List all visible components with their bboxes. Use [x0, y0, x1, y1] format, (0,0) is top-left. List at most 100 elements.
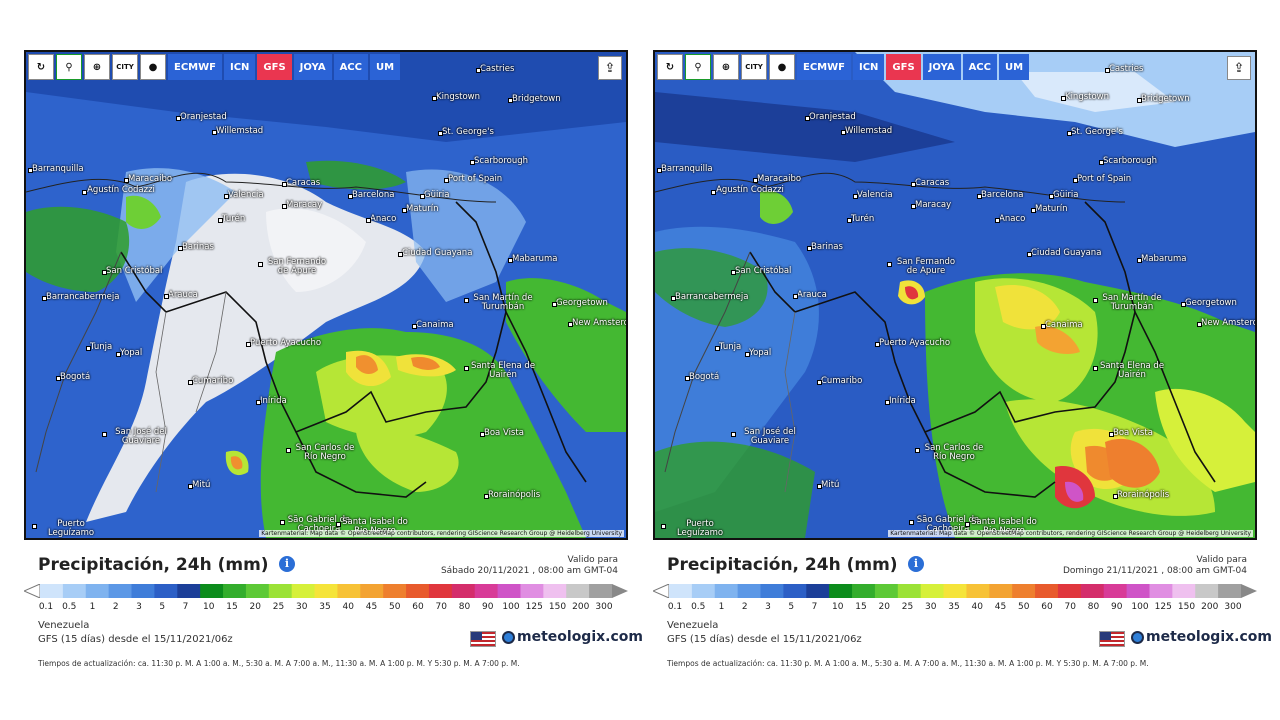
city-label[interactable]: Bridgetown [1137, 94, 1190, 104]
city-label[interactable]: Inírida [256, 396, 287, 406]
city-label[interactable]: Tunja [714, 342, 742, 352]
model-joya-button[interactable]: JOYA [922, 54, 961, 80]
city-label[interactable]: San Martín de Turumbán [464, 294, 538, 312]
brand-logo[interactable]: meteologix.com [502, 629, 643, 645]
brand-logo[interactable]: meteologix.com [1131, 629, 1272, 645]
city-label[interactable]: Port of Spain [1072, 174, 1132, 184]
city-label[interactable]: Güiria [1048, 190, 1079, 200]
share-icon[interactable]: ⇪ [1227, 56, 1251, 80]
city-label[interactable]: Barrancabermeja [41, 292, 120, 302]
info-icon[interactable]: i [908, 556, 924, 572]
zoom-icon[interactable]: ⊕ [84, 54, 110, 80]
city-label[interactable]: New Amsterdam [568, 318, 626, 328]
dot-icon[interactable]: ● [769, 54, 795, 80]
us-flag-icon[interactable] [1099, 631, 1125, 647]
city-label[interactable]: Barrancabermeja [670, 292, 749, 302]
city-label[interactable]: Puerto Leguízamo [32, 520, 106, 538]
city-label[interactable]: Boa Vista [1109, 428, 1153, 438]
refresh-icon[interactable]: ↻ [28, 54, 54, 80]
city-label[interactable]: Bogotá [55, 372, 91, 382]
share-icon[interactable]: ⇪ [598, 56, 622, 80]
city-label[interactable]: Ciudad Guayana [397, 248, 473, 258]
model-um-button[interactable]: UM [998, 54, 1030, 80]
city-label[interactable]: San Martín de Turumbán [1093, 294, 1167, 312]
city-label[interactable]: Maturín [402, 204, 439, 214]
city-label[interactable]: Anaco [994, 214, 1026, 224]
us-flag-icon[interactable] [470, 631, 496, 647]
city-label[interactable]: San Carlos de Río Negro [286, 444, 360, 462]
city-label[interactable]: Mabaruma [508, 254, 558, 264]
city-label[interactable]: Agustín Codazzi [711, 185, 784, 195]
city-label[interactable]: Yopal [115, 348, 143, 358]
city-label[interactable]: Turén [846, 214, 875, 224]
city-label[interactable]: San Cristóbal [101, 266, 163, 276]
location-pin-icon[interactable]: ⚲ [56, 54, 82, 80]
model-um-button[interactable]: UM [369, 54, 401, 80]
city-label[interactable]: San Fernando de Apure [258, 258, 332, 276]
city-label[interactable]: Kingstown [431, 92, 481, 102]
city-label[interactable]: Valencia [224, 190, 264, 200]
precipitation-map[interactable]: ↻ ⚲ ⊕ CITY ● ECMWF ICN GFS JOYA ACC UM ⇪… [24, 50, 628, 540]
city-label[interactable]: Castries [475, 64, 515, 74]
city-label[interactable]: Puerto Leguízamo [661, 520, 735, 538]
model-acc-button[interactable]: ACC [962, 54, 997, 80]
city-label[interactable]: São Gabriel da Cachoeira [909, 516, 983, 534]
city-label[interactable]: Agustín Codazzi [82, 185, 155, 195]
city-label[interactable]: Maracay [281, 200, 323, 210]
model-icn-button[interactable]: ICN [223, 54, 256, 80]
city-label[interactable]: Canaima [1041, 320, 1083, 330]
city-label[interactable]: Maracaibo [123, 174, 173, 184]
city-label[interactable]: Scarborough [1098, 156, 1158, 166]
location-pin-icon[interactable]: ⚲ [685, 54, 711, 80]
city-label[interactable]: Canaima [412, 320, 454, 330]
city-label[interactable]: San Fernando de Apure [887, 258, 961, 276]
model-gfs-button[interactable]: GFS [257, 54, 292, 80]
city-label[interactable]: Puerto Ayacucho [245, 338, 322, 348]
city-label[interactable]: Tunja [85, 342, 113, 352]
city-label[interactable]: Willemstad [840, 126, 893, 136]
city-label[interactable]: Bogotá [684, 372, 720, 382]
precipitation-map[interactable]: ↻ ⚲ ⊕ CITY ● ECMWF ICN GFS JOYA ACC UM ⇪… [653, 50, 1257, 540]
city-label[interactable]: Turén [217, 214, 246, 224]
model-gfs-button[interactable]: GFS [886, 54, 921, 80]
city-label[interactable]: Cumaribo [816, 376, 863, 386]
model-acc-button[interactable]: ACC [333, 54, 368, 80]
city-label[interactable]: Castries [1104, 64, 1144, 74]
model-ecmwf-button[interactable]: ECMWF [168, 54, 222, 80]
city-label[interactable]: Ciudad Guayana [1026, 248, 1102, 258]
city-label[interactable]: Puerto Ayacucho [874, 338, 951, 348]
city-label[interactable]: Oranjestad [805, 112, 856, 122]
city-label[interactable]: Caracas [910, 178, 950, 188]
city-label[interactable]: Boa Vista [480, 428, 524, 438]
city-label[interactable]: Barinas [807, 242, 843, 252]
city-label[interactable]: St. George's [438, 127, 494, 137]
model-icn-button[interactable]: ICN [852, 54, 885, 80]
city-label[interactable]: Maracay [910, 200, 952, 210]
city-label[interactable]: Oranjestad [176, 112, 227, 122]
refresh-icon[interactable]: ↻ [657, 54, 683, 80]
city-label[interactable]: Santa Elena de Uairén [464, 362, 538, 380]
city-label[interactable]: Maracaibo [752, 174, 802, 184]
city-label[interactable]: Yopal [744, 348, 772, 358]
city-label[interactable]: Rorainópolis [1112, 490, 1170, 500]
city-label[interactable]: Anaco [365, 214, 397, 224]
info-icon[interactable]: i [279, 556, 295, 572]
city-label[interactable]: Rorainópolis [483, 490, 541, 500]
city-toggle-icon[interactable]: CITY [112, 54, 138, 80]
city-label[interactable]: Inírida [885, 396, 916, 406]
dot-icon[interactable]: ● [140, 54, 166, 80]
city-label[interactable]: San Cristóbal [730, 266, 792, 276]
city-label[interactable]: San José del Guaviare [102, 428, 176, 446]
city-label[interactable]: Mitú [187, 480, 211, 490]
city-label[interactable]: New Amsterdam [1197, 318, 1255, 328]
zoom-icon[interactable]: ⊕ [713, 54, 739, 80]
city-label[interactable]: Scarborough [469, 156, 529, 166]
city-label[interactable]: Güiria [419, 190, 450, 200]
city-label[interactable]: Mitú [816, 480, 840, 490]
city-label[interactable]: Barranquilla [28, 164, 84, 174]
city-label[interactable]: Caracas [281, 178, 321, 188]
city-label[interactable]: Bridgetown [508, 94, 561, 104]
city-label[interactable]: Arauca [164, 290, 198, 300]
city-label[interactable]: Cumaribo [187, 376, 234, 386]
city-label[interactable]: Santa Elena de Uairén [1093, 362, 1167, 380]
